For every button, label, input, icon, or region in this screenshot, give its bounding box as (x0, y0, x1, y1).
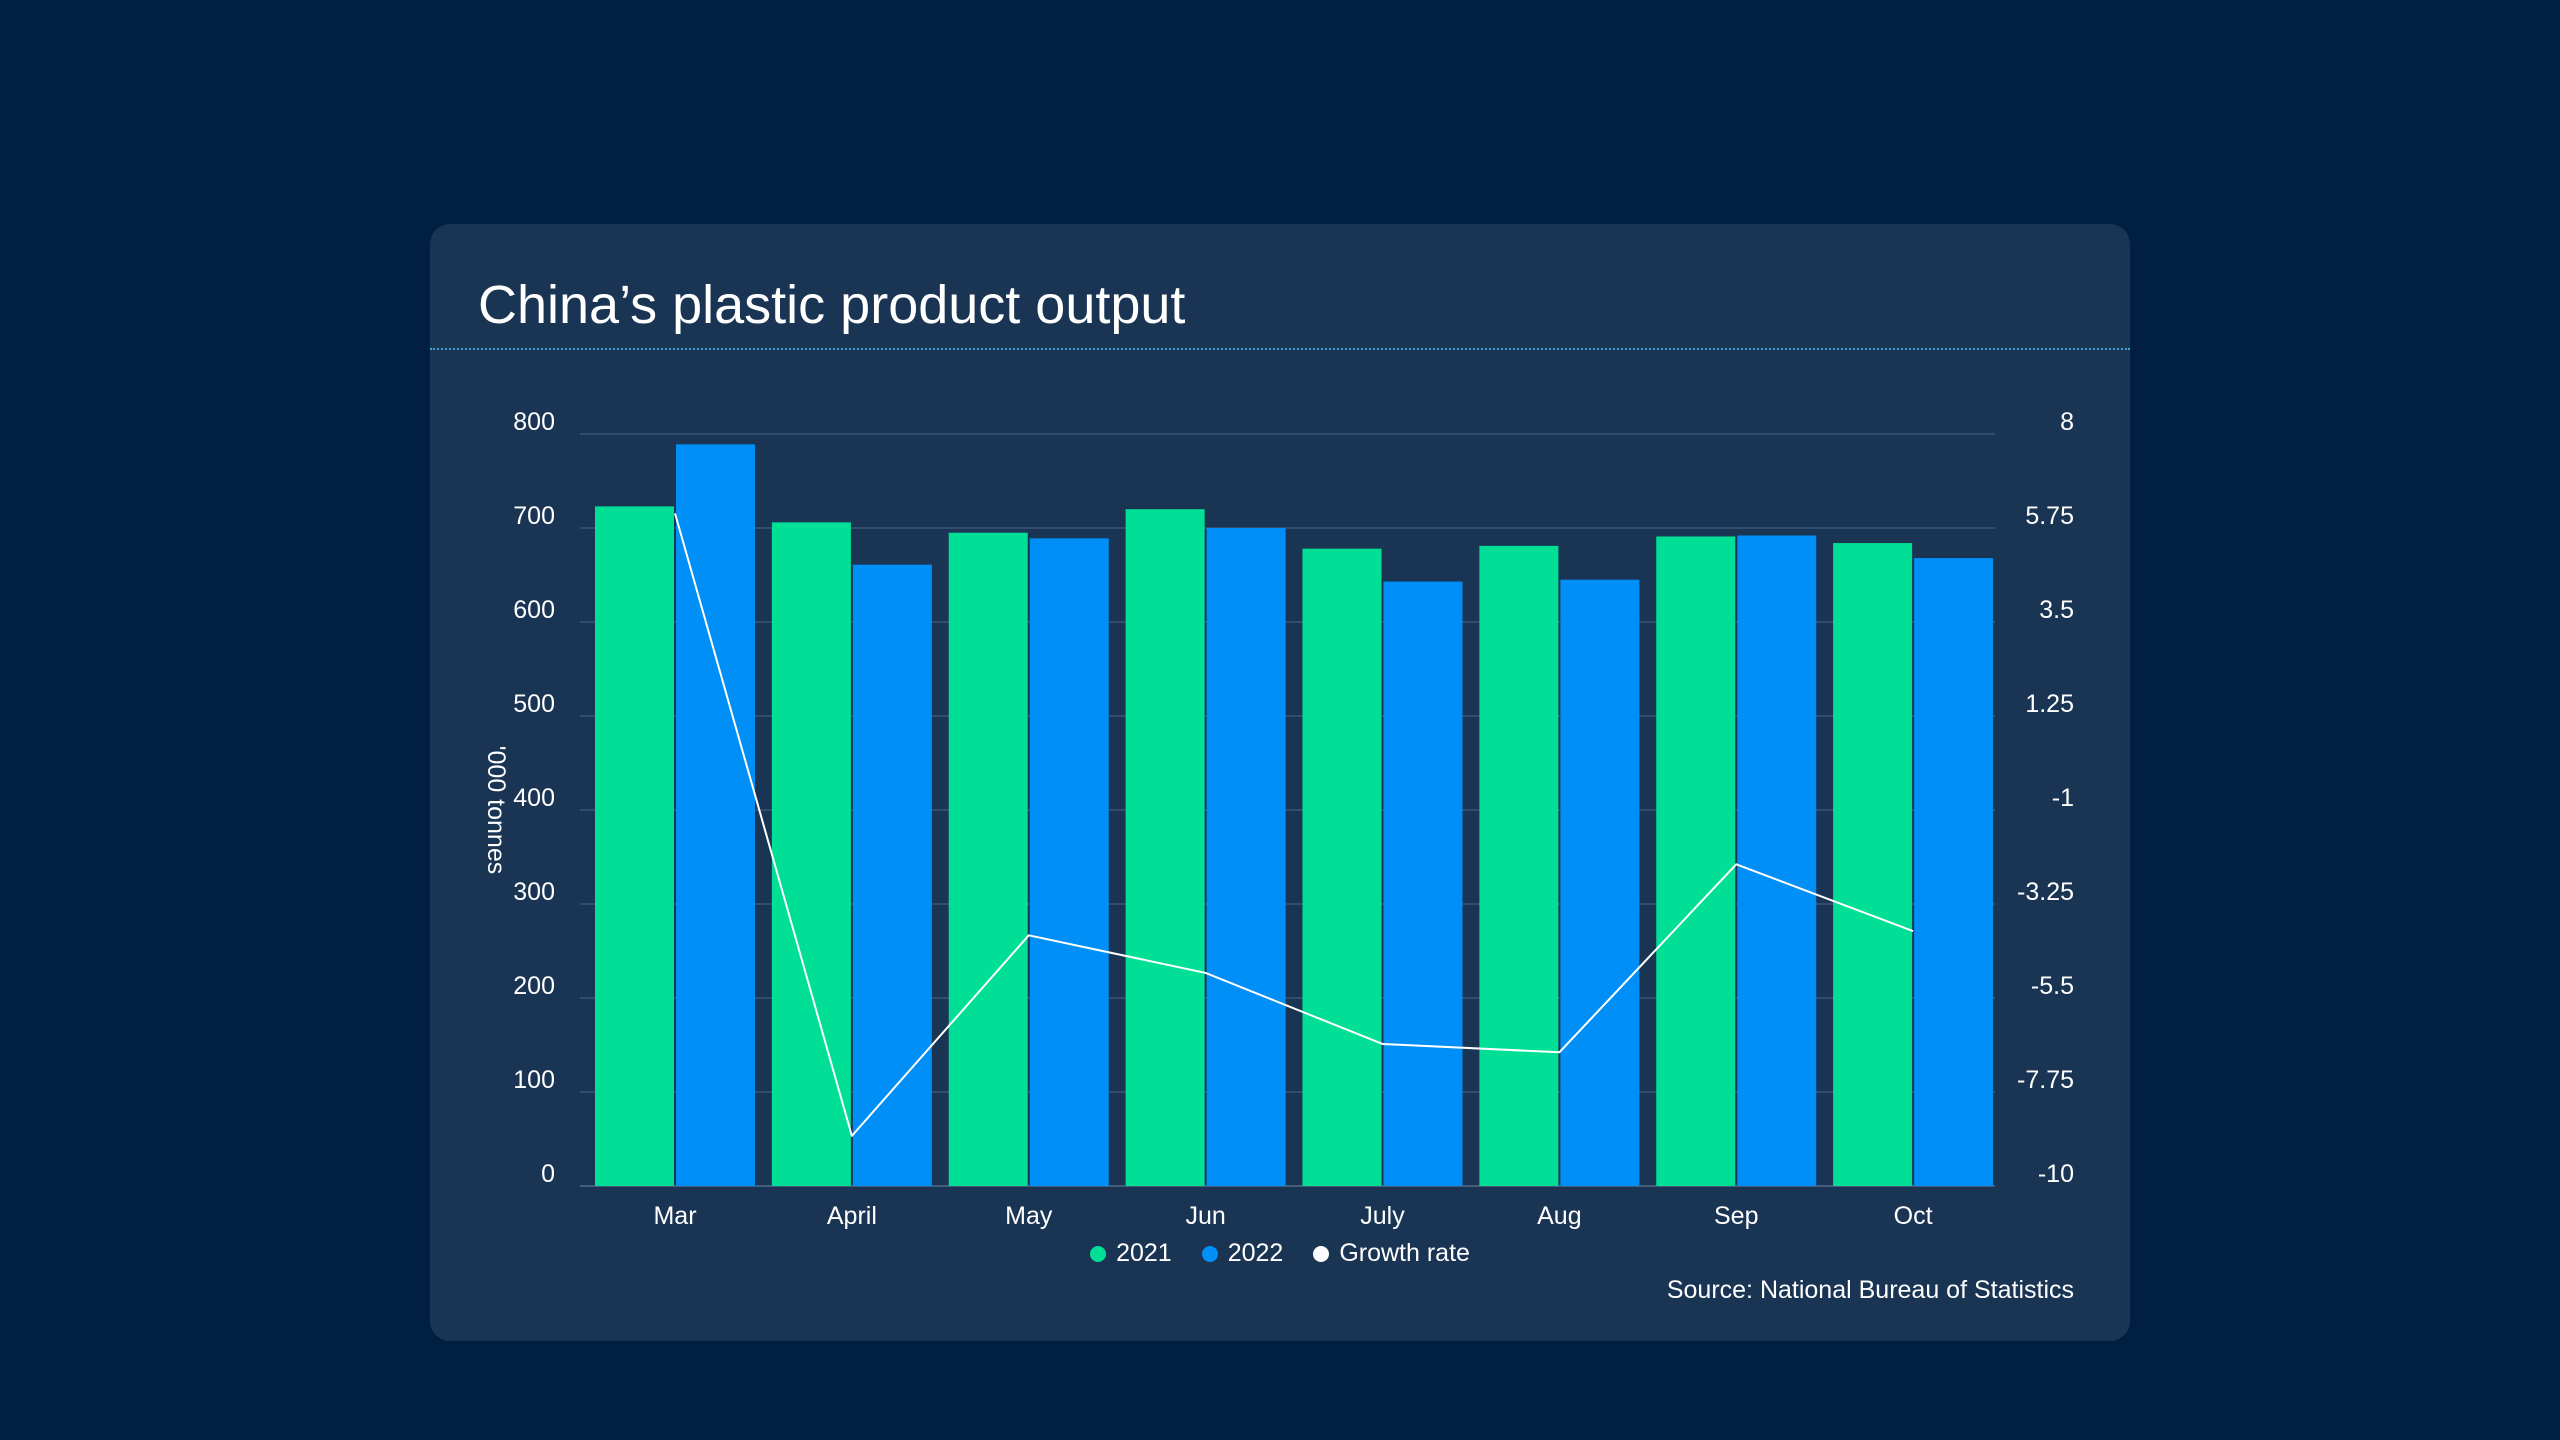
x-axis-tick-label: Aug (1537, 1202, 1581, 1230)
bar-2022-sep (1737, 535, 1817, 1186)
y-axis-title: '000 tonnes (482, 746, 510, 875)
bar-2022-jun (1206, 528, 1286, 1186)
y-axis-tick-label: 200 (513, 972, 555, 1000)
bar-2021-sep (1656, 536, 1736, 1186)
bar-2022-mar (676, 444, 755, 1187)
source-note: Source: National Bureau of Statistics (1666, 1276, 2074, 1304)
y-axis-tick-label: 100 (513, 1066, 555, 1094)
bar-2021-oct (1833, 543, 1913, 1186)
y2-axis-tick-label: -7.75 (2017, 1066, 2074, 1094)
y2-axis-tick-label: -5.5 (2031, 972, 2074, 1000)
y2-axis-tick-label: 8 (2060, 408, 2074, 436)
legend-item-growth-rate: Growth rate (1313, 1239, 1470, 1268)
y2-axis-tick-label: -10 (2038, 1160, 2074, 1188)
bar-2021-jun (1125, 509, 1205, 1186)
bar-2021-mar (595, 506, 674, 1186)
bar-2022-april (852, 564, 932, 1186)
x-axis-tick-label: May (1005, 1202, 1053, 1230)
x-axis-tick-label: Mar (653, 1202, 696, 1230)
bar-2022-july (1383, 581, 1463, 1186)
y2-axis-tick-label: -1 (2052, 784, 2074, 812)
y-axis-tick-label: 500 (513, 690, 555, 718)
legend-label-2022: 2022 (1227, 1239, 1284, 1267)
y-axis-tick-label: 400 (513, 784, 555, 812)
y2-axis-tick-label: -3.25 (2017, 878, 2074, 906)
x-axis-tick-label: Jun (1185, 1202, 1225, 1230)
bar-2022-oct (1914, 558, 1994, 1186)
legend-label-growth-rate: Growth rate (1339, 1239, 1470, 1267)
x-axis-tick-label: April (827, 1202, 877, 1230)
legend-item-2021: 2021 (1090, 1239, 1172, 1268)
x-axis-tick-label: July (1360, 1202, 1405, 1230)
bar-2021-may (948, 532, 1028, 1186)
legend-swatch-2021 (1090, 1245, 1107, 1262)
y2-axis-tick-label: 5.75 (2025, 502, 2074, 530)
y-axis-tick-label: 600 (513, 596, 555, 624)
y-axis-tick-label: 800 (513, 408, 555, 436)
bar-2022-may (1029, 538, 1109, 1186)
legend-swatch-growth-rate (1313, 1245, 1330, 1262)
title-divider (430, 348, 2130, 350)
y-axis-tick-label: 0 (541, 1160, 555, 1188)
y-axis-tick-label: 700 (513, 502, 555, 530)
y2-axis-tick-label: 3.5 (2039, 596, 2074, 624)
bar-2021-july (1302, 548, 1382, 1186)
chart-title: China’s plastic product output (478, 275, 1186, 335)
growth-rate-line (674, 513, 1914, 1137)
y2-axis-tick-label: 1.25 (2025, 690, 2074, 718)
bar-2021-april (771, 522, 851, 1186)
chart-card: China’s plastic product output 0 100 200 30… (430, 224, 2130, 1341)
legend-label-2021: 2021 (1116, 1239, 1172, 1267)
bar-2022-aug (1560, 579, 1640, 1186)
chart-plot: 0 100 200 300 400 500 600 700 800 -10 -7.75 -5.5 -3.… (482, 408, 2074, 1230)
bar-2021-aug (1479, 545, 1559, 1186)
legend: 2021 2022 Growth rate (430, 1239, 2130, 1268)
legend-swatch-2022 (1201, 1245, 1218, 1262)
x-axis-tick-label: Sep (1714, 1202, 1758, 1230)
x-axis-tick-label: Oct (1894, 1202, 1933, 1230)
legend-item-2022: 2022 (1201, 1239, 1284, 1268)
y-axis-tick-label: 300 (513, 878, 555, 906)
